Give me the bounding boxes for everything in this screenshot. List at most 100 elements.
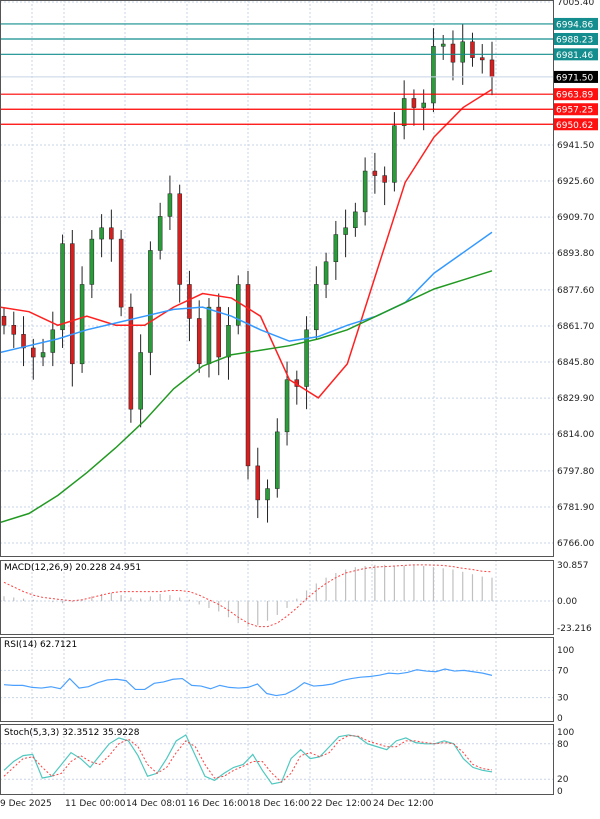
price-tick-label: 6925.60	[557, 177, 594, 187]
candle-body	[353, 211, 358, 228]
time-tick-label: 14 Dec 08:01	[126, 799, 187, 809]
level-price-tag	[554, 118, 598, 131]
level-price-label: 6994.86	[556, 20, 593, 30]
macd-tick-label: 30.857	[557, 561, 589, 571]
candle-body	[70, 243, 75, 365]
level-price-label: 6981.46	[556, 51, 593, 61]
candle-body	[489, 59, 495, 78]
candle-body	[470, 41, 475, 58]
candle-body	[275, 431, 280, 489]
stoch-label: Stoch(5,3,3) 32.3512 35.9228	[4, 728, 140, 738]
candle-body	[167, 193, 173, 217]
stoch-tick-label: 20	[557, 775, 569, 785]
time-tick-label: 16 Dec 16:00	[188, 799, 249, 809]
candle-body	[440, 43, 446, 47]
macd-tick-label: 0.00	[557, 597, 577, 607]
level-price-label: 6963.89	[556, 91, 593, 101]
level-price-tag	[554, 32, 598, 45]
candle-body	[304, 329, 309, 387]
price-tick-label: 6909.70	[557, 213, 594, 223]
candle-body	[109, 227, 114, 240]
time-tick-label: 22 Dec 12:00	[311, 799, 372, 809]
candle-body	[323, 261, 329, 285]
candle-body	[235, 284, 241, 326]
price-tick-label: 6877.60	[557, 286, 594, 296]
stoch-tick-label: 80	[557, 740, 569, 750]
candle-body	[187, 284, 192, 319]
stoch-k-line	[3, 734, 493, 785]
rsi-label: RSI(14) 62.7121	[4, 640, 77, 650]
rsi-tick-label: 100	[557, 646, 574, 656]
price-tick-label: 6814.00	[557, 430, 594, 440]
candle-body	[60, 243, 65, 331]
macd-panel[interactable]	[3, 564, 493, 628]
level-price-tag	[554, 88, 598, 101]
moving-average-line	[0, 231, 493, 354]
rsi-panel[interactable]	[3, 668, 493, 697]
candle-body	[450, 43, 456, 63]
moving-average-line	[0, 88, 493, 399]
price-tick-label: 6766.00	[557, 539, 594, 549]
price-tick-label: 6893.80	[557, 249, 594, 259]
candle-body	[21, 334, 26, 349]
candle-body	[284, 379, 290, 433]
price-tick-label: 6845.80	[557, 358, 594, 368]
price-tick-label: 7005.40	[557, 0, 594, 8]
candle-body	[333, 234, 339, 263]
candle-body	[196, 318, 202, 365]
level-price-tag	[554, 17, 598, 30]
macd-frame	[0, 560, 554, 635]
time-tick-label: 24 Dec 12:00	[373, 799, 434, 809]
candle-body	[1, 315, 7, 326]
candle-body	[314, 284, 319, 331]
candle-body	[89, 238, 95, 285]
level-price-label: 6988.23	[556, 35, 593, 45]
candle-body	[99, 227, 104, 240]
candle-body	[216, 306, 221, 358]
current-price-tag	[554, 70, 598, 83]
stoch-panel[interactable]	[3, 734, 493, 785]
candle-body	[372, 170, 378, 176]
candle-body	[479, 57, 485, 61]
candle-body	[245, 284, 251, 467]
candle-body	[382, 175, 387, 183]
current-price-label: 6971.50	[556, 73, 593, 83]
candle-body	[226, 325, 231, 358]
level-price-label: 6950.62	[556, 121, 593, 131]
candle-body	[401, 98, 407, 126]
time-tick-label: 9 Dec 2025	[0, 799, 52, 809]
main-frame	[0, 0, 554, 557]
candle-body	[206, 306, 212, 365]
level-price-tag	[554, 48, 598, 61]
level-price-label: 6957.25	[556, 106, 593, 116]
macd-signal-line	[3, 564, 493, 628]
candle-body	[460, 41, 465, 63]
price-tick-label: 6781.90	[557, 503, 594, 513]
candle-body	[31, 347, 36, 358]
macd-tick-label: -23.216	[557, 624, 592, 634]
candle-body	[148, 250, 153, 353]
stoch-frame	[0, 724, 554, 795]
rsi-line	[3, 668, 493, 697]
rsi-tick-label: 30	[557, 694, 569, 704]
candle-body	[421, 102, 426, 108]
moving-average-line	[0, 270, 493, 524]
candle-body	[128, 306, 134, 410]
candle-body	[11, 325, 17, 335]
rsi-tick-label: 70	[557, 666, 569, 676]
time-tick-label: 18 Dec 16:00	[249, 799, 310, 809]
price-panel[interactable]	[0, 23, 553, 524]
candle-body	[255, 465, 261, 501]
candle-body	[265, 488, 270, 501]
candle-body	[40, 352, 46, 358]
candle-body	[79, 284, 85, 365]
candle-body	[157, 216, 163, 251]
candle-body	[138, 352, 143, 410]
stoch-tick-label: 100	[557, 728, 574, 738]
macd-label: MACD(12,26,9) 20.228 24.951	[4, 563, 141, 573]
candle-body	[411, 98, 417, 108]
stoch-tick-label: 0	[557, 787, 563, 797]
